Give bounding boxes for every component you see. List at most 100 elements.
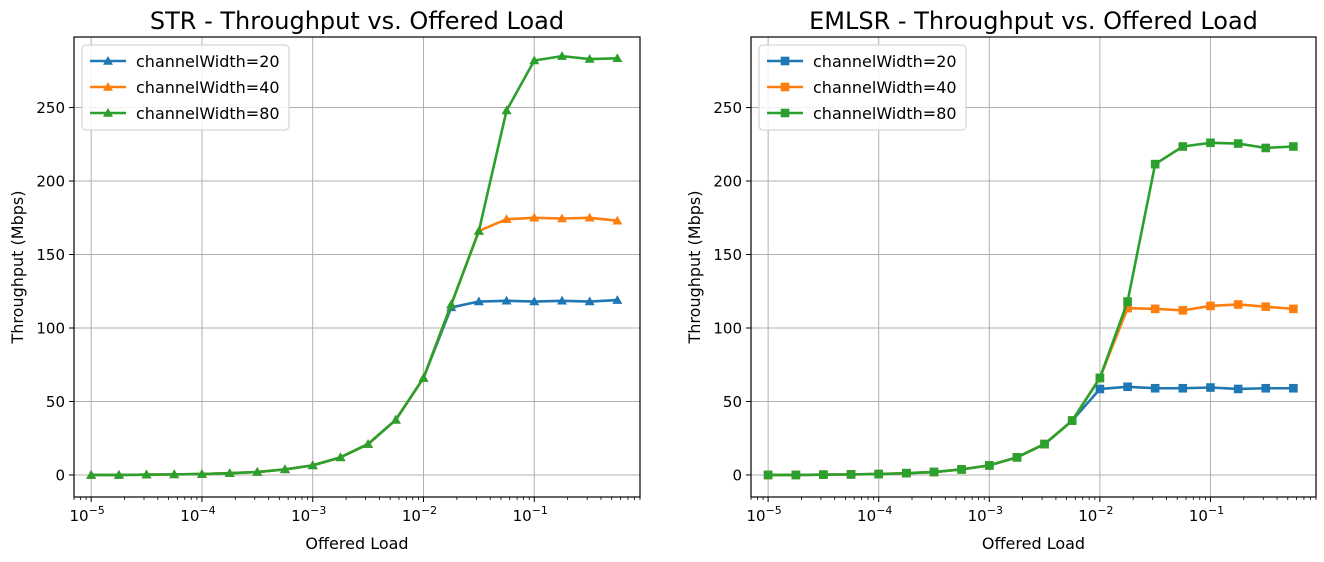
chart-title: EMLSR - Throughput vs. Offered Load — [809, 7, 1258, 35]
x-tick-base: 10 — [1078, 507, 1097, 525]
data-point — [252, 467, 263, 476]
data-point — [557, 295, 568, 305]
data-point — [1178, 306, 1188, 315]
x-tick-base: 10 — [746, 507, 765, 525]
x-axis-label: Offered Load — [982, 534, 1085, 553]
data-point — [418, 372, 429, 382]
data-point — [557, 213, 568, 223]
data-point — [584, 296, 595, 306]
data-point — [1012, 453, 1022, 462]
data-point — [529, 296, 540, 306]
x-tick-exponent: −4 — [199, 504, 215, 517]
legend-marker — [103, 56, 113, 65]
data-point — [169, 469, 180, 479]
data-point — [985, 461, 994, 470]
x-tick-base: 10 — [857, 507, 876, 525]
data-point — [1261, 383, 1271, 393]
data-point — [501, 105, 512, 115]
x-tick-base: 10 — [1189, 507, 1208, 525]
x-tick-exponent: −2 — [1097, 504, 1113, 517]
series-line — [91, 54, 618, 477]
legend-label: channelWidth=80 — [813, 104, 957, 123]
data-point — [612, 215, 623, 225]
data-point — [113, 469, 124, 479]
legend-label: channelWidth=20 — [136, 52, 280, 71]
x-tick-exponent: −5 — [89, 504, 105, 517]
data-point — [279, 464, 290, 474]
data-point — [446, 299, 457, 309]
x-tick-base: 10 — [513, 507, 532, 525]
data-point — [1206, 301, 1215, 311]
data-point — [584, 212, 595, 222]
x-tick-label: 10−5 — [746, 504, 781, 525]
x-tick-exponent: −4 — [876, 504, 892, 517]
data-point — [874, 469, 884, 479]
data-point — [819, 470, 828, 479]
y-tick-label: 0 — [732, 466, 742, 484]
y-tick-label: 200 — [36, 173, 65, 191]
plot-frame — [750, 36, 1317, 498]
y-tick-label: 250 — [713, 99, 742, 117]
data-point — [1123, 303, 1132, 313]
x-tick-label: 10−2 — [402, 504, 437, 525]
data-point — [390, 414, 401, 424]
data-point — [196, 469, 207, 478]
y-tick-label: 50 — [723, 393, 742, 411]
data-point — [1150, 304, 1160, 314]
y-axis-label: Throughput (Mbps) — [8, 191, 27, 345]
data-point — [1233, 384, 1243, 394]
y-tick-label: 250 — [36, 99, 65, 117]
legend-box — [81, 44, 290, 131]
data-point — [763, 470, 773, 480]
legend-box — [758, 44, 967, 131]
data-point — [1178, 142, 1188, 151]
data-point — [1178, 383, 1188, 393]
x-tick-label: 10−3 — [968, 504, 1003, 525]
data-point — [141, 469, 152, 479]
x-tick-base: 10 — [180, 507, 199, 525]
y-tick-label: 50 — [46, 393, 65, 411]
data-point — [1123, 382, 1132, 392]
data-point — [1067, 416, 1077, 425]
legend-label: channelWidth=20 — [813, 52, 957, 71]
x-tick-base: 10 — [291, 507, 310, 525]
data-point — [363, 439, 374, 448]
x-tick-exponent: −3 — [310, 504, 326, 517]
chart-title: STR - Throughput vs. Offered Load — [150, 7, 564, 35]
data-point — [612, 295, 623, 304]
data-point — [1150, 383, 1160, 393]
data-point — [307, 460, 318, 470]
x-tick-label: 10−5 — [70, 504, 105, 525]
data-point — [1095, 373, 1105, 383]
data-point — [612, 53, 623, 63]
data-point — [1233, 300, 1243, 309]
data-point — [473, 225, 484, 235]
data-point — [957, 465, 966, 474]
data-point — [1095, 384, 1105, 394]
y-tick-label: 200 — [713, 173, 742, 191]
data-point — [902, 468, 911, 478]
y-tick-label: 0 — [55, 466, 65, 484]
data-point — [86, 469, 97, 479]
x-tick-label: 10−4 — [857, 504, 892, 525]
data-point — [1123, 297, 1132, 306]
x-axis-label: Offered Load — [305, 534, 408, 553]
data-point — [929, 467, 939, 477]
x-tick-exponent: −2 — [421, 504, 437, 517]
data-point — [224, 468, 235, 477]
y-axis-label: Throughput (Mbps) — [685, 191, 704, 345]
data-point — [1289, 304, 1298, 314]
legend-marker — [780, 56, 790, 66]
data-point — [473, 296, 484, 306]
y-tick-label: 150 — [36, 246, 65, 264]
y-tick-label: 100 — [36, 319, 65, 337]
y-tick-label: 100 — [713, 319, 742, 337]
data-point — [791, 470, 801, 480]
legend-label: channelWidth=40 — [813, 78, 957, 97]
legend-marker — [103, 82, 113, 91]
data-point — [1206, 383, 1215, 392]
x-tick-base: 10 — [402, 507, 421, 525]
data-point — [1289, 142, 1298, 151]
